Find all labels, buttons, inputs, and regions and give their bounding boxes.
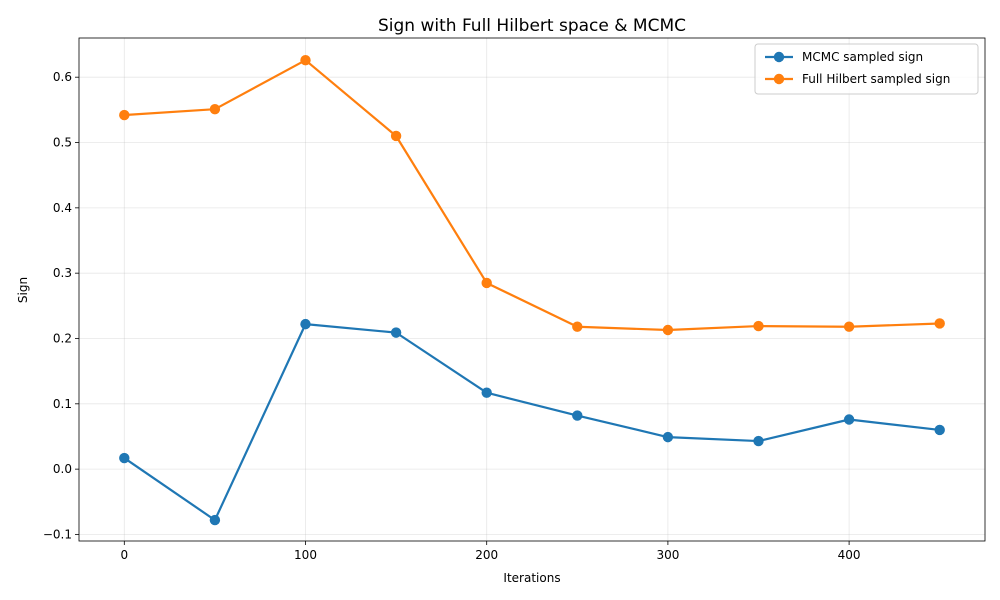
data-point [662, 324, 674, 336]
data-point [481, 387, 492, 398]
data-point [572, 410, 583, 421]
series-line [123, 323, 941, 522]
data-point [119, 109, 130, 121]
data-point [390, 130, 402, 142]
data-point [753, 435, 764, 447]
y-tick-label: 0.5 [53, 136, 72, 150]
legend: MCMC sampled sign Full Hilbert sampled si… [754, 43, 979, 95]
legend-swatch-marker [773, 73, 785, 85]
data-point [481, 277, 492, 289]
data-point [934, 424, 945, 436]
axis-ticks: 0 100 200 300 400 −0.1 0.0 0.1 0.2 0.3 0.4 0.5 0.6 [43, 70, 861, 562]
data-point [119, 452, 130, 464]
chart-title: Sign with Full Hilbert space & MCMC [378, 16, 686, 36]
series-1 [119, 318, 945, 526]
data-point [209, 104, 221, 115]
x-tick-label: 0 [120, 548, 128, 562]
data-point [209, 514, 221, 526]
x-tick-label: 200 [475, 548, 498, 562]
x-axis-title: Iterations [503, 571, 560, 585]
data-point [843, 414, 855, 425]
y-tick-label: 0.2 [53, 331, 72, 345]
series-2 [119, 55, 945, 336]
legend-label: MCMC sampled sign [802, 50, 923, 64]
x-tick-label: 300 [656, 548, 679, 562]
legend-box [754, 43, 979, 95]
data-point [572, 321, 583, 332]
data-point [934, 318, 945, 329]
data-point [753, 320, 764, 332]
y-axis-title: Sign [16, 277, 30, 303]
legend-label: Full Hilbert sampled sign [802, 72, 950, 86]
y-tick-label: 0.4 [53, 201, 72, 215]
x-tick-label: 100 [294, 548, 317, 562]
y-tick-label: 0.6 [53, 70, 72, 84]
plot-series [119, 55, 945, 526]
data-point [300, 318, 311, 330]
y-tick-label: 0.1 [53, 397, 72, 411]
y-tick-label: 0.3 [53, 266, 72, 280]
y-tick-label: 0.0 [53, 462, 72, 476]
legend-swatch-marker [773, 51, 785, 63]
data-point [843, 321, 855, 332]
plot-frame [78, 37, 986, 542]
grid-lines [79, 38, 985, 541]
data-point [662, 431, 674, 443]
x-tick-label: 400 [838, 548, 861, 562]
y-tick-label: −0.1 [43, 527, 72, 541]
data-point [390, 327, 402, 338]
data-point [300, 55, 311, 66]
series-line [123, 59, 941, 332]
